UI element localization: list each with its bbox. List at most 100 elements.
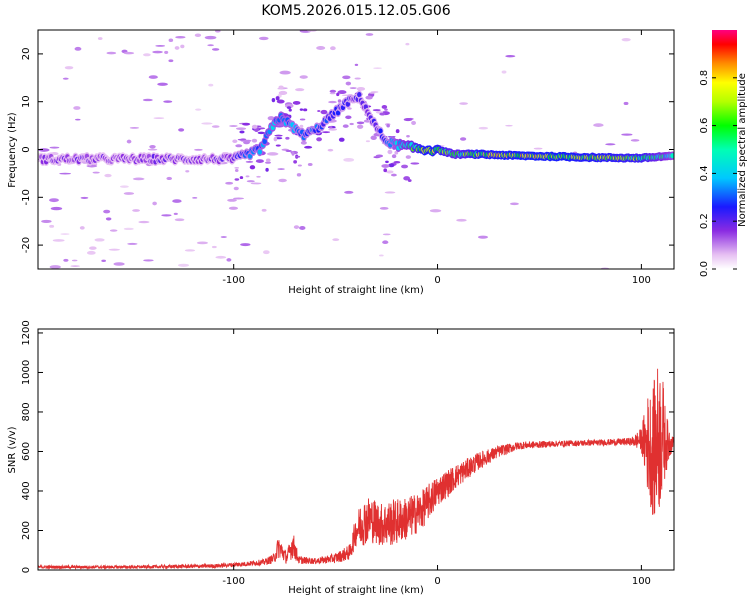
noise-speckle bbox=[152, 201, 157, 206]
noise-speckle bbox=[49, 198, 59, 203]
side-component bbox=[265, 167, 269, 172]
noise-speckle bbox=[168, 38, 174, 43]
colorbar-tick-label: 0.0 bbox=[699, 261, 710, 277]
noise-speckle bbox=[459, 102, 468, 105]
side-component bbox=[375, 154, 384, 158]
side-component bbox=[395, 129, 400, 134]
side-component bbox=[239, 176, 244, 180]
noise-speckle bbox=[123, 192, 135, 195]
side-component bbox=[349, 87, 357, 90]
y-tick-label: 400 bbox=[21, 481, 32, 500]
side-component bbox=[234, 178, 240, 181]
noise-speckle bbox=[215, 30, 221, 33]
side-component bbox=[264, 161, 272, 164]
noise-speckle bbox=[74, 46, 82, 51]
y-tick-label: -20 bbox=[21, 237, 32, 253]
ridge-cell bbox=[378, 128, 383, 134]
colorbar-gradient bbox=[712, 30, 737, 269]
y-tick-label: 200 bbox=[21, 521, 32, 540]
side-component bbox=[391, 154, 397, 159]
side-component bbox=[320, 109, 328, 115]
noise-speckle bbox=[52, 239, 65, 242]
ridge-cell bbox=[357, 92, 362, 98]
colorbar-ticks: 0.0 0.2 0.4 0.6 0.8 bbox=[699, 70, 737, 277]
side-component bbox=[251, 124, 258, 129]
side-component bbox=[245, 175, 250, 178]
noise-speckle bbox=[49, 224, 55, 228]
noise-speckle bbox=[240, 243, 251, 247]
side-component bbox=[303, 108, 308, 112]
side-component bbox=[271, 98, 276, 103]
side-component bbox=[241, 122, 251, 126]
noise-speckle bbox=[86, 250, 96, 255]
side-component bbox=[381, 164, 390, 168]
noise-speckle bbox=[250, 182, 262, 185]
noise-speckle bbox=[148, 75, 158, 79]
side-component bbox=[388, 163, 395, 168]
side-component bbox=[337, 99, 342, 103]
ridge-cell bbox=[670, 153, 674, 159]
noise-speckle bbox=[92, 171, 100, 174]
noise-speckle bbox=[129, 126, 140, 129]
ridge-cell bbox=[247, 153, 253, 159]
noise-speckle bbox=[70, 265, 80, 267]
y-tick-label: 1000 bbox=[21, 360, 32, 385]
side-component bbox=[390, 173, 397, 177]
side-component bbox=[329, 89, 337, 93]
noise-speckle bbox=[211, 48, 220, 51]
noise-speckle bbox=[192, 196, 198, 199]
side-component bbox=[299, 124, 304, 129]
noise-speckle bbox=[385, 170, 394, 174]
noise-speckle bbox=[220, 236, 227, 238]
side-component bbox=[232, 139, 238, 143]
colorbar-tick-label: 0.2 bbox=[699, 213, 710, 229]
side-component bbox=[285, 149, 292, 153]
side-component bbox=[379, 112, 386, 116]
side-component bbox=[407, 179, 412, 182]
side-component bbox=[349, 122, 354, 126]
noise-speckle bbox=[132, 177, 145, 181]
side-component bbox=[381, 105, 388, 109]
side-component bbox=[342, 75, 351, 80]
side-component bbox=[354, 63, 359, 67]
noise-speckle bbox=[108, 248, 121, 251]
noise-speckle bbox=[501, 70, 507, 74]
side-component bbox=[300, 141, 307, 145]
noise-speckle bbox=[79, 226, 85, 230]
side-component bbox=[317, 109, 321, 113]
noise-speckle bbox=[49, 265, 61, 269]
side-component bbox=[385, 160, 389, 164]
noise-speckle bbox=[73, 106, 81, 110]
noise-speckle bbox=[38, 148, 50, 152]
side-component bbox=[383, 168, 388, 173]
noise-speckle bbox=[157, 82, 168, 86]
side-component bbox=[403, 118, 413, 122]
noise-speckle bbox=[161, 214, 172, 217]
noise-speckle bbox=[178, 128, 185, 132]
noise-speckle bbox=[153, 117, 165, 119]
y-tick-label: 800 bbox=[21, 402, 32, 421]
side-component bbox=[274, 134, 283, 137]
side-component bbox=[328, 128, 338, 131]
side-component bbox=[285, 136, 290, 140]
noise-speckle bbox=[379, 206, 389, 210]
side-component bbox=[246, 180, 255, 183]
side-component bbox=[265, 158, 271, 162]
side-component bbox=[235, 144, 243, 148]
noise-speckle bbox=[172, 199, 182, 203]
ridge-cell bbox=[345, 101, 351, 107]
noise-speckle bbox=[299, 118, 306, 121]
side-component bbox=[299, 108, 304, 111]
side-component bbox=[342, 124, 349, 128]
noise-speckle bbox=[382, 240, 389, 245]
noise-speckle bbox=[211, 125, 220, 128]
noise-speckle bbox=[296, 173, 302, 177]
side-component bbox=[327, 148, 334, 152]
colorbar-tick-label: 0.6 bbox=[699, 118, 710, 134]
side-component bbox=[394, 150, 399, 155]
noise-speckle bbox=[379, 254, 384, 257]
side-component bbox=[329, 92, 336, 95]
